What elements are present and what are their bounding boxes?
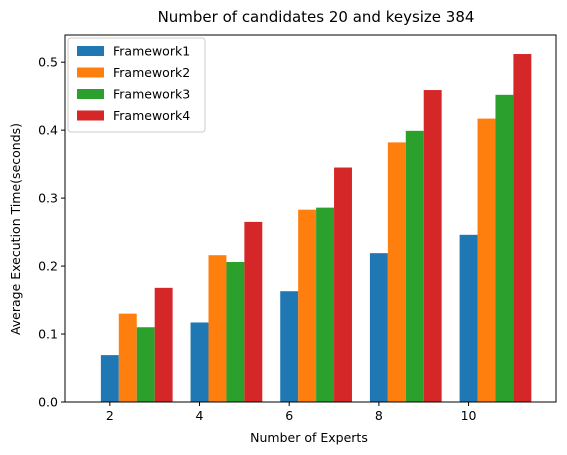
bar-framework3-x10 [495, 94, 514, 403]
bar-framework1-x2 [100, 355, 119, 402]
y-axis: 0.0 0.1 0.2 0.3 0.4 0.5 [38, 55, 65, 410]
bar-framework4-x8 [423, 90, 442, 403]
y-tick-label: 0.2 [38, 259, 58, 274]
y-tick-label: 0.3 [38, 191, 58, 206]
bar-framework1-x8 [369, 253, 388, 402]
bar-framework3-x6 [316, 207, 335, 402]
x-tick-label: 10 [461, 408, 477, 423]
y-tick-label: 0.5 [38, 55, 58, 70]
legend-label-framework4: Framework4 [113, 108, 190, 123]
bar-framework2-x2 [118, 313, 137, 402]
plot-frame [64, 34, 557, 403]
legend-swatch-framework2 [77, 67, 104, 78]
legend-label-framework3: Framework3 [113, 87, 190, 102]
legend-box [67, 37, 206, 133]
y-tick-label: 0.4 [38, 123, 58, 138]
legend: Framework1 Framework2 Framework3 Framework4 [67, 37, 206, 133]
bar-framework3-x4 [226, 261, 245, 402]
legend-label-framework2: Framework2 [113, 65, 190, 80]
bar-framework2-x4 [208, 255, 227, 402]
bar-framework3-x8 [405, 130, 424, 403]
legend-label-framework1: Framework1 [113, 44, 190, 59]
bars-group [100, 54, 532, 403]
chart-title: Number of candidates 20 and keysize 384 [158, 8, 475, 26]
x-tick-label: 6 [285, 408, 293, 423]
bar-framework3-x2 [136, 327, 155, 402]
bar-framework1-x4 [190, 322, 209, 402]
x-tick-label: 8 [375, 408, 383, 423]
bar-framework4-x6 [334, 167, 352, 402]
legend-swatch-framework4 [77, 110, 104, 121]
bar-framework4-x10 [513, 54, 532, 402]
x-tick-label: 4 [196, 408, 204, 423]
bar-framework1-x10 [459, 234, 478, 402]
legend-swatch-framework3 [77, 89, 104, 99]
bar-framework1-x6 [280, 291, 299, 402]
y-tick-label: 0.1 [38, 327, 58, 342]
y-axis-title: Average Execution Time(seconds) [8, 123, 23, 335]
x-axis: 2 4 6 8 10 [106, 402, 477, 423]
bar-framework4-x4 [244, 221, 263, 402]
bar-framework2-x8 [387, 142, 406, 403]
x-axis-title: Number of Experts [250, 430, 368, 445]
x-tick-label: 2 [106, 408, 114, 423]
bar-framework2-x6 [298, 209, 317, 402]
bar-framework4-x2 [154, 287, 173, 402]
legend-swatch-framework1 [77, 46, 104, 56]
bar-framework2-x10 [477, 118, 496, 402]
y-tick-label: 0.0 [38, 395, 58, 410]
